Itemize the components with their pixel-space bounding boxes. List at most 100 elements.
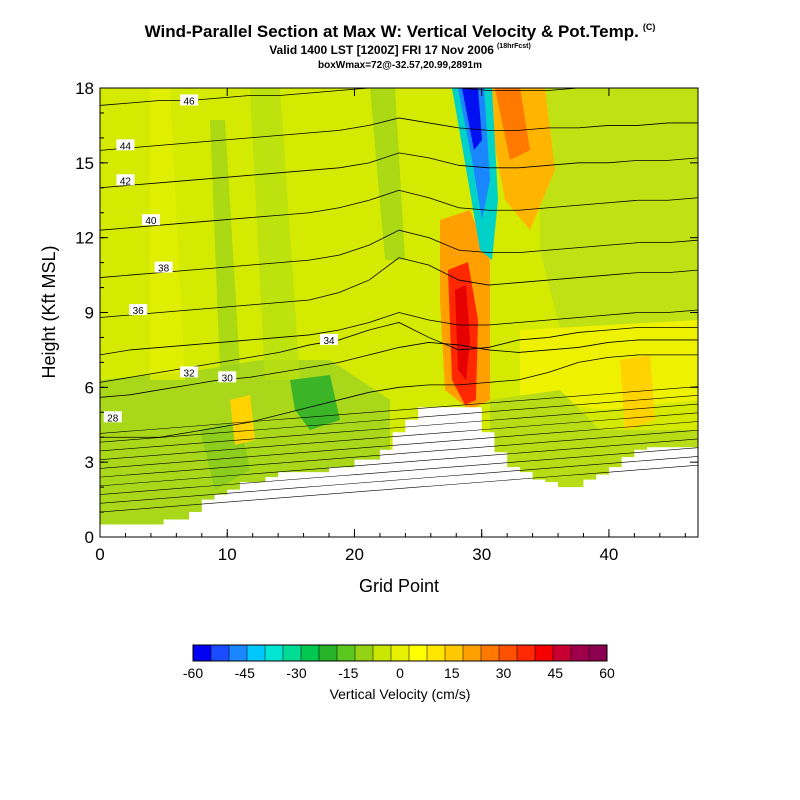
orange-plume-right-core (495, 88, 530, 160)
isentrope-low (100, 438, 698, 487)
colorbar-tick-label: -30 (286, 665, 306, 681)
isentrope-low (100, 447, 698, 495)
isentrope-label-bg (103, 411, 122, 423)
plot-area: 28 30 32 34 36 38 40 42 44 46 (99, 87, 699, 538)
isentrope-label-text: 42 (120, 176, 132, 187)
isentrope-label-text: 34 (323, 336, 335, 347)
x-tick-label: 40 (599, 545, 618, 564)
colorbar-swatch (247, 645, 266, 661)
colorbar-frame (192, 644, 608, 662)
isentrope-label-text: 30 (222, 373, 234, 384)
isentrope-32 (100, 322, 698, 383)
isentrope-labels: 28 30 32 34 36 38 40 42 44 46 (103, 94, 339, 424)
blue-downdraft-mid (458, 88, 490, 220)
colorbar-swatch (463, 645, 482, 661)
isentrope-42 (100, 152, 698, 189)
isentrope-low (100, 429, 698, 478)
isentrope-label-42: 42 (116, 174, 135, 187)
chart-subtitle-text: Valid 1400 LST [1200Z] FRI 17 Nov 2006 (269, 43, 494, 57)
isentrope-label-40: 40 (141, 214, 160, 227)
isentrope-label-46: 46 (180, 94, 199, 107)
chart-title: Wind-Parallel Section at Max W: Vertical… (0, 22, 800, 42)
chart-subtitle-2: boxWmax=72@-32.57,20.99,2891m (317, 60, 483, 71)
isentrope-label-bg (180, 94, 199, 106)
right-green-zone (540, 88, 698, 330)
colorbar-tick-label: -15 (338, 665, 358, 681)
colorbar-swatch (391, 645, 410, 661)
terrain (100, 407, 698, 537)
isentrope-low (100, 421, 698, 469)
isentrope-40 (100, 189, 698, 231)
isentrope-label-bg (116, 174, 135, 186)
right-yellow-band (520, 320, 698, 410)
colorbar-swatch (301, 645, 320, 661)
isentrope-label-38: 38 (154, 261, 173, 275)
y-tick-label: 9 (85, 304, 94, 323)
isentrope-label-bg (180, 366, 199, 378)
colorbar-swatch (499, 645, 518, 661)
colorbar-swatch (445, 645, 464, 661)
colorbar-swatch (211, 645, 230, 661)
x-tick-label: 0 (95, 545, 104, 564)
deep-red-updraft (455, 285, 470, 380)
colorbar-swatch (355, 645, 374, 661)
colorbar-tick-label: 60 (599, 665, 615, 681)
isentrope-46 (100, 88, 698, 106)
green-blob-mid (290, 375, 340, 430)
x-tick-label: 20 (345, 545, 364, 564)
y-tick-label: 3 (85, 453, 94, 472)
colorbar-swatch (571, 645, 590, 661)
isentrope-label-bg (141, 214, 160, 226)
colorbar-swatch (409, 645, 428, 661)
isentrope-label-text: 40 (145, 216, 157, 227)
colorbar-swatch (427, 645, 446, 661)
x-tick-label: 30 (472, 545, 491, 564)
colorbar-swatch (535, 645, 554, 661)
isentrope-34 (100, 309, 698, 356)
isentrope-low (100, 456, 698, 504)
isentrope-label-bg (116, 139, 135, 151)
colorbar-tick-label: 45 (547, 665, 563, 681)
isentrope-label-bg (320, 333, 339, 345)
isentropes (100, 88, 698, 513)
orange-patch-low-left (230, 395, 255, 445)
colorbar-tick-label: -45 (235, 665, 255, 681)
forecast-tag: (18hrFcst) (496, 43, 531, 50)
isentropes-low (100, 386, 698, 513)
isentrope-30 (100, 339, 698, 398)
green-zone-streak-1 (150, 88, 185, 380)
colorbar-swatch (193, 645, 212, 661)
colorbar-swatch (337, 645, 356, 661)
colorbar-swatch (589, 645, 608, 661)
isentrope-label-bg (129, 304, 148, 316)
y-tick-label: 18 (75, 79, 94, 98)
isentrope-44 (100, 117, 698, 151)
colorbar-swatch (283, 645, 302, 661)
colorbar-tick-label: 15 (444, 665, 460, 681)
isentrope-36 (100, 257, 698, 318)
isentrope-label-text: 46 (184, 96, 196, 107)
isentrope-label-28: 28 (103, 411, 122, 424)
y-tick-label: 15 (75, 154, 94, 173)
isentrope-38 (100, 229, 698, 278)
colorbar-tick-label: -60 (183, 665, 203, 681)
isentrope-28 (100, 354, 698, 438)
colorbar-swatch (481, 645, 500, 661)
isentrope-label-bg (154, 261, 173, 273)
colorbar-tick-label: 30 (496, 665, 512, 681)
isentrope-label-text: 36 (133, 306, 145, 317)
colorbar-swatch (373, 645, 392, 661)
isentrope-label-36: 36 (129, 304, 148, 317)
isentrope-label-text: 38 (158, 264, 170, 275)
title-corner-tag: (C) (642, 22, 656, 32)
colorbar-swatch (517, 645, 536, 661)
blue-downdraft-core (462, 88, 482, 150)
isentrope-label-text: 44 (120, 141, 132, 152)
isentrope-label-44: 44 (116, 139, 135, 152)
colorbar-swatch (265, 645, 284, 661)
colorbar-swatch (553, 645, 572, 661)
colorbar-title: Vertical Velocity (cm/s) (330, 686, 471, 702)
x-axis-title: Grid Point (359, 576, 439, 596)
isentrope-low (100, 403, 698, 452)
